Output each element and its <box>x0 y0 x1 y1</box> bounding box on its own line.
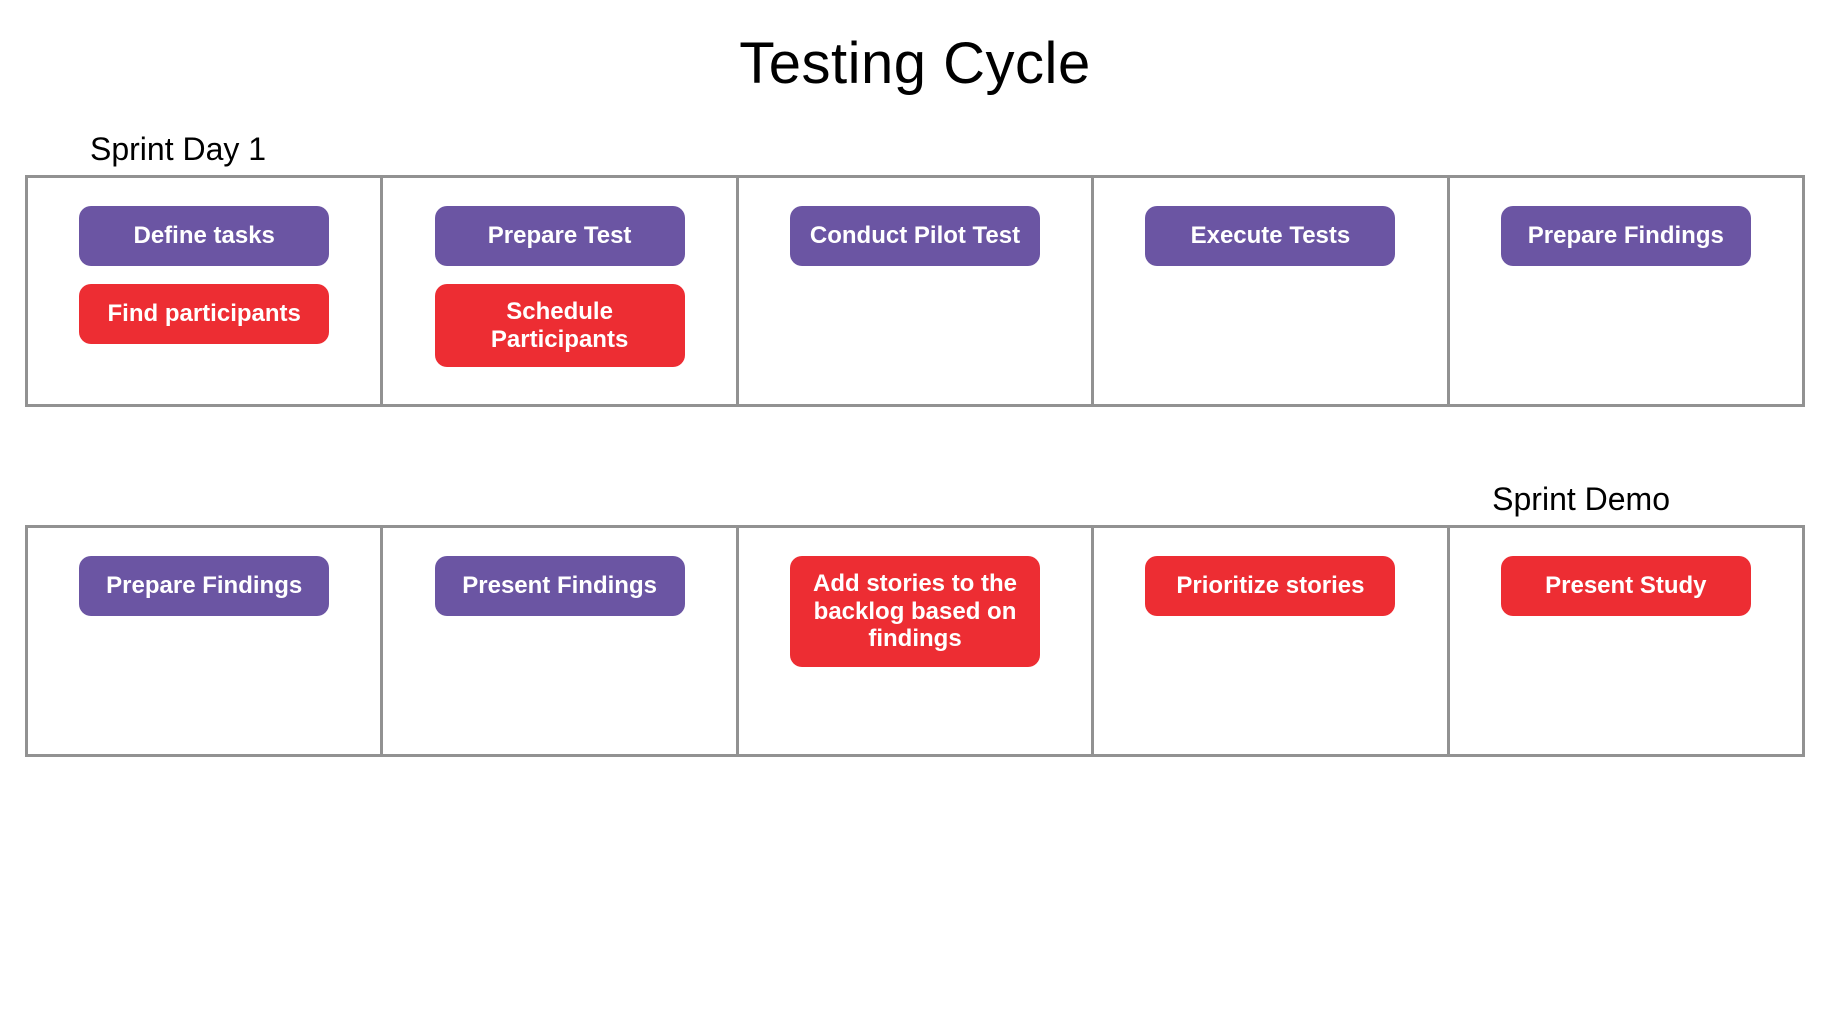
row-2-label: Sprint Demo <box>1492 481 1670 518</box>
row-1-label: Sprint Day 1 <box>90 131 266 168</box>
task-card: Add stories to the backlog based on find… <box>790 556 1040 667</box>
cell: Add stories to the backlog based on find… <box>739 528 1094 754</box>
cell: Present Study <box>1450 528 1802 754</box>
task-card: Prepare Findings <box>79 556 329 616</box>
task-card: Present Findings <box>435 556 685 616</box>
cell: Prepare Findings <box>28 528 383 754</box>
row-2-wrapper: Sprint Demo Prepare FindingsPresent Find… <box>25 525 1805 757</box>
row-2: Prepare Findings Present Findings Add stor… <box>25 525 1805 757</box>
cell: Prioritize stories <box>1094 528 1449 754</box>
task-card: Conduct Pilot Test <box>790 206 1040 266</box>
task-card: Schedule Participants <box>435 284 685 367</box>
row-1-wrapper: Sprint Day 1 Define tasksFind participan… <box>25 175 1805 407</box>
task-card: Prepare Test <box>435 206 685 266</box>
task-card: Define tasks <box>79 206 329 266</box>
row-1: Define tasks Find participants Prepare Tes… <box>25 175 1805 407</box>
task-card: Prepare Findings <box>1501 206 1751 266</box>
page-title: Testing Cycle <box>0 0 1830 97</box>
cell: Define tasks Find participants <box>28 178 383 404</box>
task-card: Find participants <box>79 284 329 344</box>
cell: Execute Tests <box>1094 178 1449 404</box>
cell: Prepare Test Schedule Participants <box>383 178 738 404</box>
cell: Present Findings <box>383 528 738 754</box>
task-card: Execute Tests <box>1145 206 1395 266</box>
cell: Conduct Pilot Test <box>739 178 1094 404</box>
task-card: Prioritize stories <box>1145 556 1395 616</box>
task-card: Present Study <box>1501 556 1751 616</box>
cell: Prepare Findings <box>1450 178 1802 404</box>
